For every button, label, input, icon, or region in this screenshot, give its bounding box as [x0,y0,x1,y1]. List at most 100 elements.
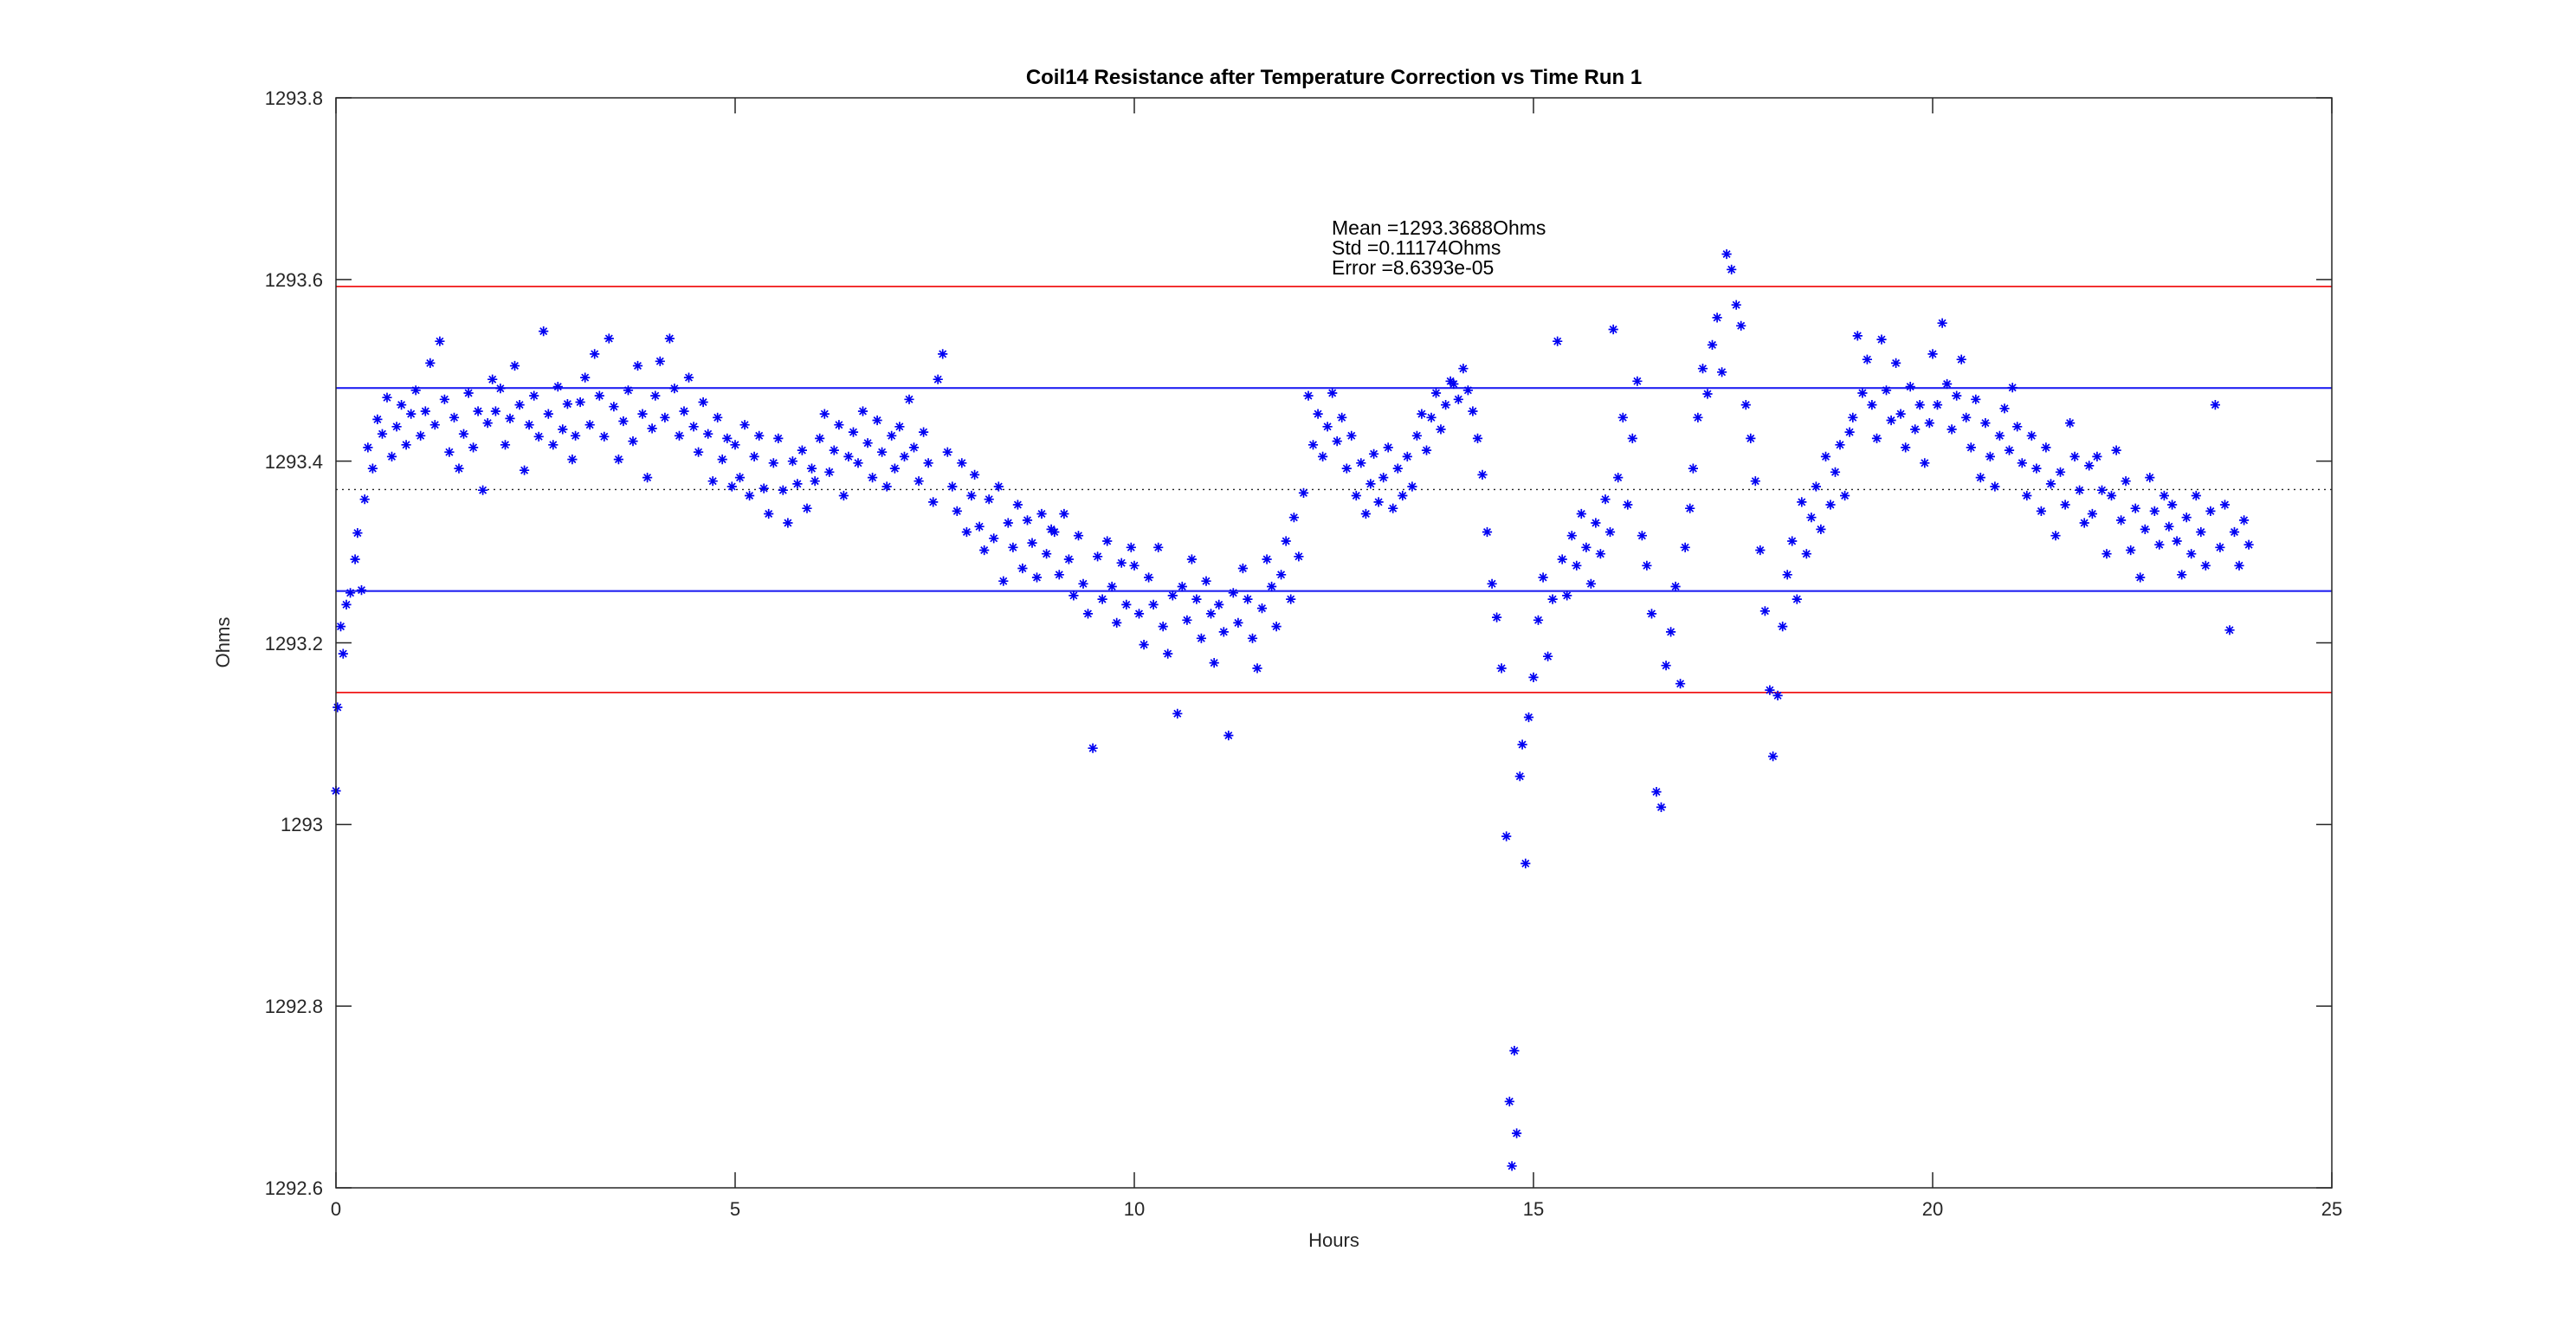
data-point [1476,468,1488,480]
y-tick-label: 1292.8 [264,996,323,1018]
data-point [1007,541,1019,553]
data-point [1336,411,1348,423]
data-point [2064,417,2076,429]
data-point [857,405,868,417]
data-point [1355,457,1367,469]
data-point [913,475,925,487]
data-point [1546,593,1559,605]
data-point [1031,571,1043,584]
x-axis-label: Hours [1308,1229,1359,1251]
data-point [1378,472,1390,484]
data-point [833,419,845,431]
data-point [712,411,724,423]
data-point [1781,569,1793,581]
data-point [332,701,344,713]
data-point [2185,548,2198,560]
data-point [523,419,535,431]
data-point [791,478,804,490]
data-point [1914,399,1926,411]
data-point [352,527,364,539]
data-point [1900,442,1912,454]
data-point [1936,317,1948,329]
data-point [1511,1127,1523,1139]
data-point [1656,801,1667,813]
data-point [2205,505,2217,517]
data-point [627,435,639,448]
data-point [438,393,450,405]
data-point [1411,429,1423,442]
data-point [1266,581,1278,592]
data-point [932,373,944,385]
data-point [612,454,624,466]
data-point [1082,608,1094,620]
data-point [1359,508,1372,519]
data-point [1955,353,1967,365]
data-point [1847,411,1859,423]
data-point [547,439,559,451]
data-point [603,332,615,345]
data-point [2195,526,2207,538]
data-point [1533,614,1544,626]
data-point [1011,499,1023,511]
data-point [837,490,849,501]
data-point [1058,508,1070,519]
data-point [415,429,427,442]
data-point [1288,512,1300,524]
data-point [1805,512,1817,524]
data-point [1270,621,1282,633]
data-point [1537,571,1549,584]
data-point [434,335,446,347]
data-point [782,517,794,529]
data-point [908,442,920,454]
data-point [965,490,978,501]
data-point [2016,457,2028,469]
y-tick-label: 1293.2 [264,632,323,655]
data-point [1786,535,1798,547]
data-point [960,526,972,538]
data-point [772,432,784,444]
data-point [1965,442,1977,454]
data-point [721,432,733,444]
data-point [1491,611,1503,623]
data-point [1665,626,1677,638]
data-point [1307,439,1319,451]
data-point [1331,435,1343,448]
data-point [654,355,666,367]
data-point [458,428,469,440]
data-point [918,426,930,438]
data-point [538,326,550,338]
data-point [1561,590,1573,602]
data-point [729,439,741,451]
data-point [1932,399,1943,411]
data-point [2110,444,2122,456]
data-point [1890,357,1902,369]
data-point [739,419,751,431]
data-point [2166,499,2179,511]
data-point [1740,399,1752,411]
data-point [1830,466,1841,478]
data-point [758,482,770,494]
data-point [649,390,662,402]
data-point [400,439,412,451]
data-point [2096,484,2108,496]
data-point [1675,678,1687,690]
data-point [371,413,384,425]
data-point [871,415,883,426]
data-point [1923,417,1935,429]
data-point [598,430,610,442]
data-point [1503,1095,1515,1107]
data-point [1508,1045,1520,1057]
data-point [419,405,431,417]
data-point [659,411,671,423]
data-point [1692,411,1704,423]
data-point [1350,490,1362,501]
data-point [818,408,830,420]
data-point [1372,496,1385,508]
data-point [1293,551,1305,563]
data-point [1185,553,1198,565]
data-point [2190,490,2202,501]
data-point [843,450,855,462]
data-point [391,421,403,433]
y-tick-label: 1293.6 [264,268,323,291]
